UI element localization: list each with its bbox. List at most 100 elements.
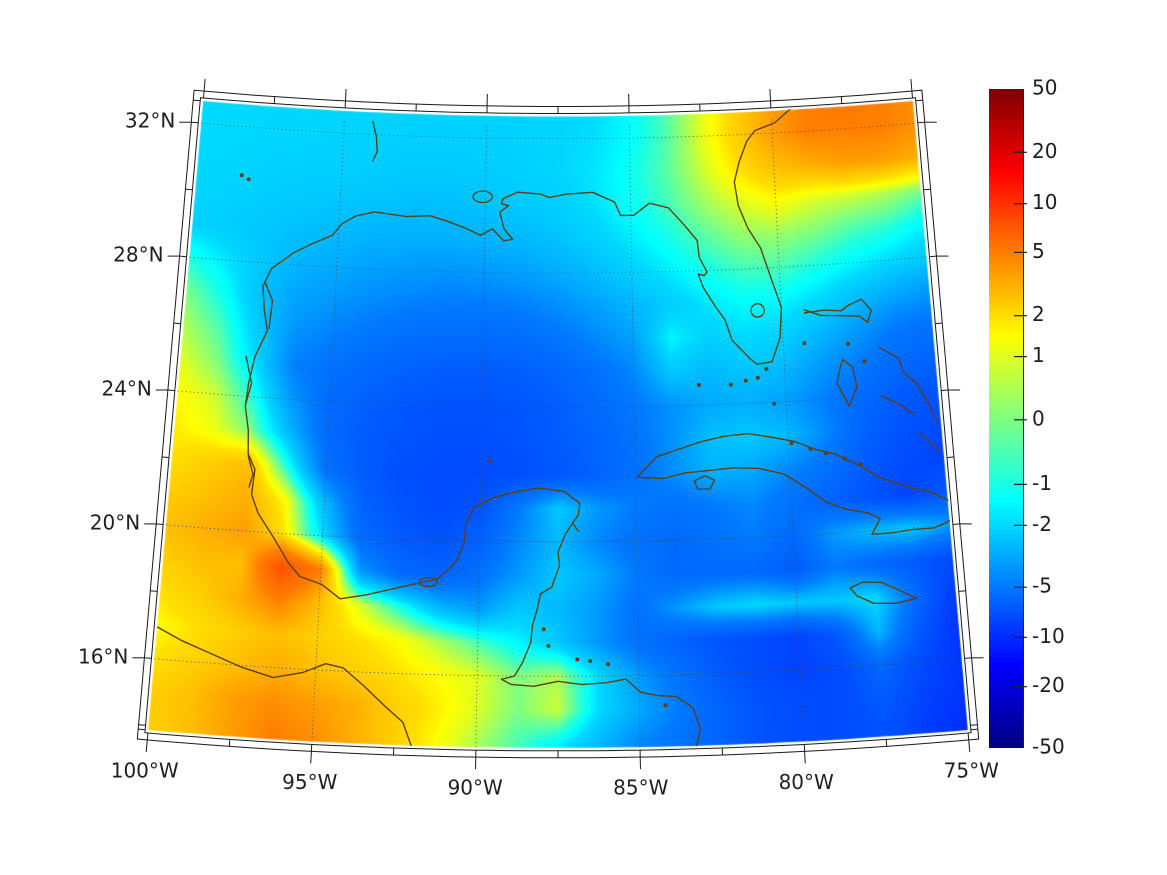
frame-rung (156, 523, 164, 525)
frame-rung (917, 121, 925, 124)
colorbar-tick-label: 2 (1032, 302, 1045, 326)
frame-rung (970, 724, 978, 726)
gridline-lon-90 (475, 125, 488, 748)
lon-tick-label: 80°W (779, 770, 834, 794)
islet-dot (846, 341, 850, 346)
lat-tick-label: 20°N (90, 510, 140, 534)
coastline-paths (156, 107, 956, 749)
colorbar-gradient (989, 89, 1023, 748)
coastline-cozumel (571, 521, 579, 533)
coastline-grand-bahama-abaco (803, 298, 872, 324)
islet-dot (728, 382, 733, 387)
graticule (154, 120, 962, 748)
frame-rung (138, 728, 146, 731)
frame-rung (185, 188, 193, 191)
frame-rung (911, 90, 913, 99)
frame-rung (915, 99, 923, 102)
coastline-eleuthera-cat-chain (878, 346, 939, 424)
coastline-ragged-chain (918, 432, 941, 452)
islet-dot (541, 627, 546, 632)
lon-tick-label: 100°W (111, 758, 179, 782)
frame-rung (923, 188, 931, 191)
gridline-lon-85 (628, 125, 641, 748)
frame-rung (952, 523, 960, 525)
lake-lake-pontchartrain (472, 190, 493, 204)
frame-rung (150, 590, 158, 592)
frame-rung (345, 88, 347, 101)
colorbar-tick-label: -1 (1032, 471, 1052, 495)
lon-tick-label: 90°W (448, 776, 503, 800)
lat-tick-label: 28°N (113, 243, 163, 267)
coastline-pacific-mexico-coast (156, 626, 413, 749)
islet-dot (546, 644, 551, 648)
frame-rung (910, 79, 913, 92)
colorbar-tick-label: 0 (1032, 406, 1045, 430)
frame-rung (161, 456, 170, 459)
lake-lake-okeechobee (750, 303, 765, 318)
islet-dot (764, 366, 769, 371)
colorbar-tick-label: 5 (1032, 239, 1045, 263)
colorbar-tick-label: -20 (1032, 673, 1065, 697)
frame-rung (964, 657, 972, 659)
coastline-laguna-madre-tamaulipas (244, 355, 253, 405)
islet-dot (246, 177, 251, 182)
islet-dot (588, 659, 593, 663)
frame-rung (138, 724, 146, 726)
lat-tick-label: 32°N (125, 109, 175, 133)
lat-tick-label: 16°N (78, 644, 128, 668)
frame-rung (885, 739, 888, 747)
islet-dot (862, 359, 867, 364)
coastline-sabine-toledo-bend (371, 120, 378, 162)
gridline-lon-80 (771, 120, 805, 742)
frame-rung (144, 657, 152, 659)
frame-rung (167, 389, 175, 392)
gridline-lat-20 (166, 524, 950, 543)
islet-dot (824, 451, 828, 456)
axis-tick-labels: 32°N 28°N 24°N 20°N 16°N 100°W 95°W 90°W 85°W 80°… (78, 109, 999, 800)
frame-rung (191, 121, 199, 124)
islet-dot (755, 375, 760, 380)
coastline-laguna-madre-texas (264, 281, 274, 329)
frame-rung (146, 732, 149, 740)
islet-dot (842, 456, 847, 461)
islet-dot (772, 401, 777, 406)
colorbar-tick-label: -5 (1032, 574, 1052, 598)
coastline-exuma-chain (880, 394, 915, 416)
gridline-lat-24 (177, 390, 939, 408)
islet-dot (858, 462, 863, 467)
frame-rung (310, 751, 312, 764)
colorbar-tick-label: -2 (1032, 512, 1052, 536)
lon-tick-label: 75°W (944, 758, 999, 782)
islet-dot (743, 378, 748, 383)
gridline-lat-16 (154, 658, 962, 677)
frame-rung (970, 728, 978, 731)
islet-dot (696, 383, 701, 387)
frame-rung (273, 96, 276, 104)
islet-dot (606, 662, 610, 667)
lon-tick-label: 85°W (613, 776, 668, 800)
frame-rung (840, 96, 843, 104)
lat-tick-label: 24°N (101, 377, 151, 401)
colorbar-tick-label: 1 (1032, 343, 1045, 367)
frame-rung (935, 322, 943, 325)
gridline-lon-95 (311, 120, 345, 742)
islet-dot (808, 447, 813, 451)
gridline-lat-32 (201, 122, 915, 140)
frame-inner-line (144, 97, 972, 752)
coastline-cuba (636, 432, 956, 535)
frame-rung (769, 88, 771, 101)
lon-tick-label: 95°W (282, 770, 337, 794)
frame-rung (203, 79, 206, 92)
frame-rung (967, 732, 970, 740)
frame-rung (203, 90, 205, 99)
coastline-jamaica (849, 581, 917, 604)
islet-dot (488, 458, 493, 463)
frame-rung (968, 739, 971, 752)
frame-rung (173, 322, 181, 325)
frame-rung (929, 255, 937, 258)
frame-rung (941, 389, 949, 392)
coastline-laguna-tamiahua (247, 455, 254, 488)
map-frame (132, 79, 984, 770)
